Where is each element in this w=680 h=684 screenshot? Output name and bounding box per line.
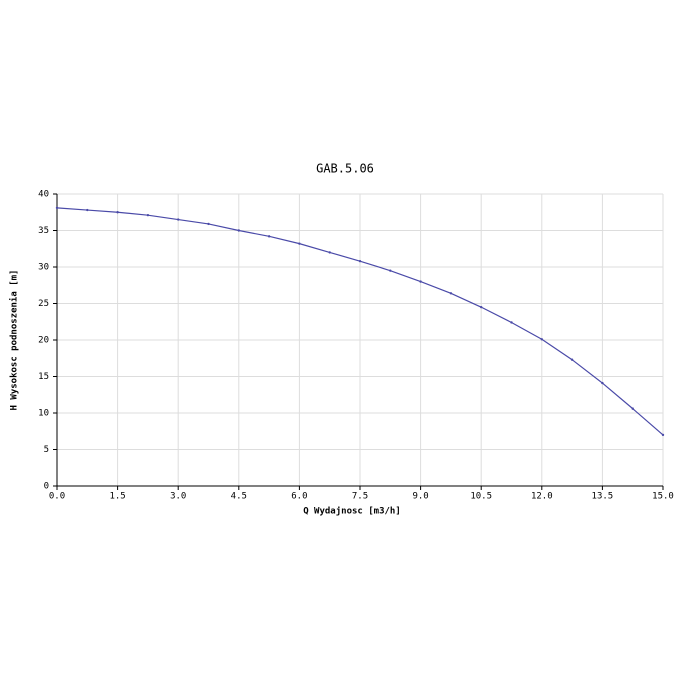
data-point [358,259,362,263]
data-point [55,206,59,210]
y-tick-label: 15 [38,372,49,382]
y-tick-label: 40 [38,190,49,200]
x-tick-label: 6.0 [291,492,307,502]
data-point [389,269,392,272]
y-axis-label: H Wysokosc podnoszenia [m] [9,270,20,411]
x-tick-label: 15.0 [652,492,674,502]
data-point [207,222,210,226]
x-tick-label: 0.0 [49,492,65,502]
y-tick-label: 25 [38,299,49,309]
data-point [601,381,604,385]
data-point [267,235,271,238]
data-point [328,251,331,254]
x-tick-label: 4.5 [231,492,247,502]
y-tick-label: 20 [38,336,49,346]
x-tick-label: 7.5 [352,492,368,502]
data-point [631,407,634,410]
data-point [510,321,513,324]
x-tick-label: 12.0 [531,492,553,502]
y-tick-label: 0 [44,482,49,492]
data-point [237,229,240,232]
data-point [177,218,180,221]
data-point [540,338,543,341]
data-point [449,292,453,295]
data-point [116,211,119,214]
data-point [146,213,150,217]
data-point [480,305,483,309]
data-point [570,358,574,361]
y-tick-label: 30 [38,263,49,273]
x-tick-label: 1.5 [109,492,125,502]
y-tick-label: 10 [38,409,49,419]
y-tick-label: 35 [38,226,49,236]
x-tick-label: 13.5 [592,492,614,502]
y-tick-label: 5 [44,445,49,455]
data-point [661,433,665,437]
x-tick-label: 9.0 [412,492,428,502]
chart-title: GAB.5.06 [316,162,374,176]
x-tick-label: 3.0 [170,492,186,502]
data-point [298,242,301,245]
x-axis-label: Q Wydajnosc [m3/h] [303,506,401,517]
x-tick-label: 10.5 [470,492,492,502]
data-point [419,280,422,283]
data-point [86,208,89,212]
